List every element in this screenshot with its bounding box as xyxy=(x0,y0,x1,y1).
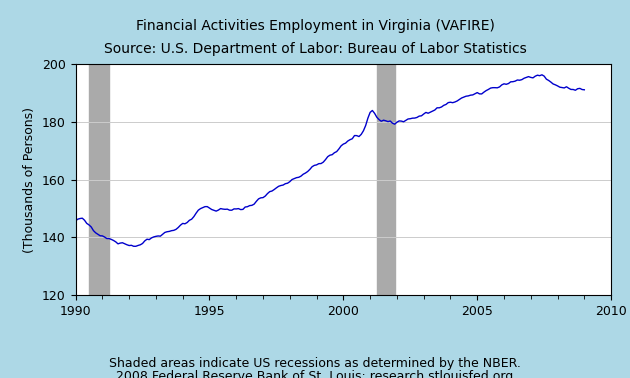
Text: 2008 Federal Reserve Bank of St. Louis: research.stlouisfed.org: 2008 Federal Reserve Bank of St. Louis: … xyxy=(117,370,513,378)
Text: Source: U.S. Department of Labor: Bureau of Labor Statistics: Source: U.S. Department of Labor: Bureau… xyxy=(103,42,527,56)
Bar xyxy=(377,64,395,295)
Y-axis label: (Thousands of Persons): (Thousands of Persons) xyxy=(23,107,37,253)
Text: Shaded areas indicate US recessions as determined by the NBER.: Shaded areas indicate US recessions as d… xyxy=(109,357,521,370)
Text: Financial Activities Employment in Virginia (VAFIRE): Financial Activities Employment in Virgi… xyxy=(135,19,495,33)
Bar xyxy=(89,64,109,295)
